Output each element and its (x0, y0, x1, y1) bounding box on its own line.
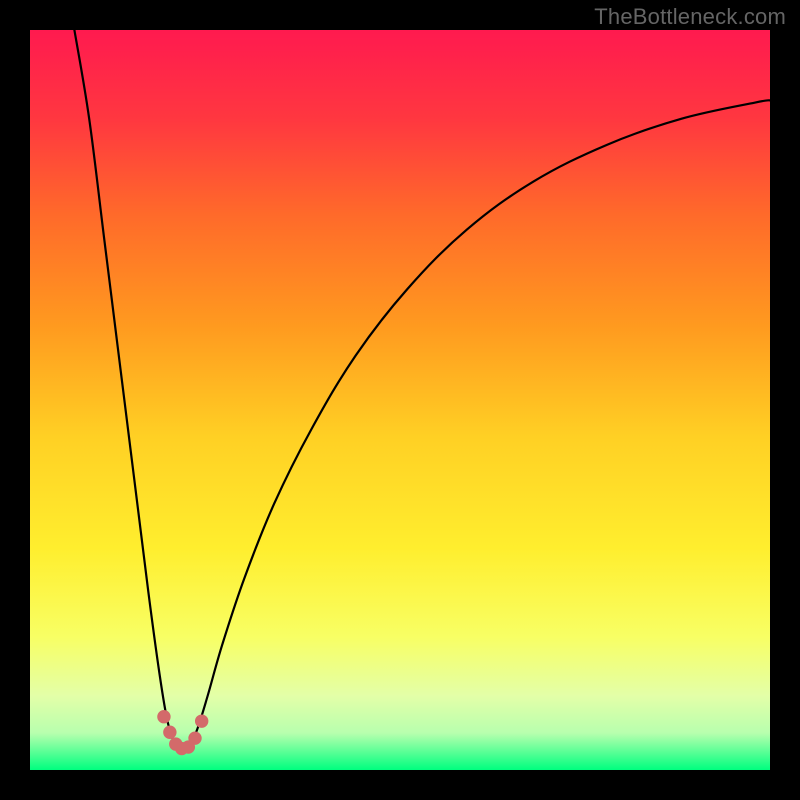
plot-area (30, 30, 770, 770)
watermark-text: TheBottleneck.com (594, 4, 786, 30)
plot-background (30, 30, 770, 770)
curve-marker (158, 711, 170, 723)
curve-marker (195, 715, 207, 727)
curve-marker (189, 732, 201, 744)
chart-canvas: TheBottleneck.com (0, 0, 800, 800)
plot-svg (30, 30, 770, 770)
curve-marker (164, 726, 176, 738)
